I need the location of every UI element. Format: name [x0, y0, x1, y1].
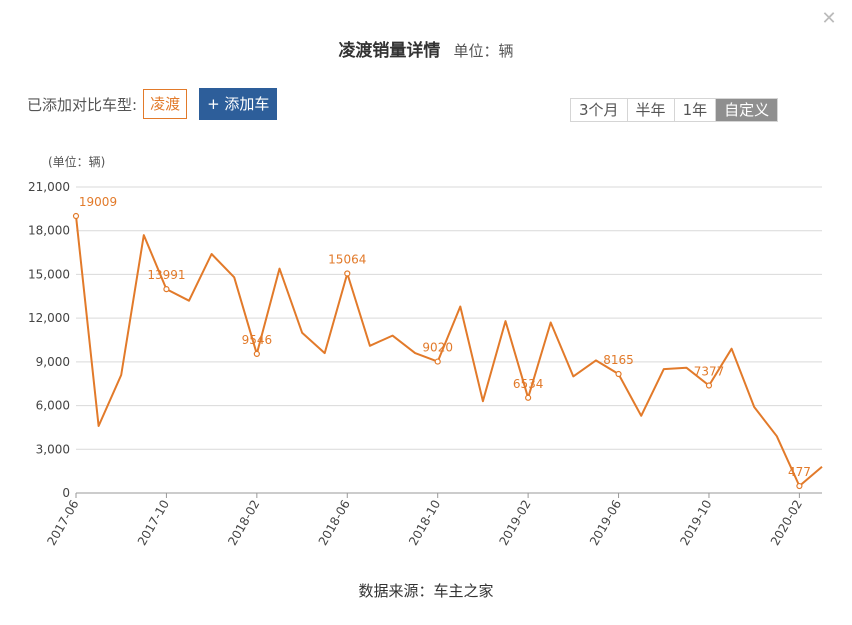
y-tick-label: 0 — [62, 486, 70, 500]
data-point[interactable] — [615, 370, 622, 378]
x-tick-label: 2018-02 — [225, 498, 262, 548]
data-label: 19009 — [79, 195, 117, 209]
data-point[interactable] — [705, 382, 713, 389]
data-point[interactable] — [344, 270, 351, 277]
data-source: 数据来源：车主之家 — [358, 582, 494, 600]
x-tick-label: 2018-06 — [316, 498, 353, 548]
y-tick-label: 21,000 — [28, 180, 70, 194]
time-range-selector: 3个月 半年 1年 自定义 — [570, 98, 779, 122]
range-half-year[interactable]: 半年 — [626, 99, 674, 121]
data-point[interactable] — [434, 358, 441, 365]
data-label: 6534 — [513, 377, 544, 391]
y-tick-label: 3,000 — [36, 442, 70, 456]
y-tick-label: 15,000 — [28, 267, 70, 281]
range-3-months[interactable]: 3个月 — [571, 99, 627, 121]
x-tick-label: 2020-02 — [768, 498, 805, 548]
x-tick-label: 2019-02 — [497, 498, 534, 548]
unit-label: 单位：辆 — [453, 42, 514, 60]
x-tick-label: 2018-10 — [406, 498, 443, 548]
sales-line-chart: (单位：辆) 0 3,000 6,000 9,000 12,000 15,000 18,000… — [28, 154, 823, 548]
y-axis-label: (单位：辆) — [48, 154, 105, 169]
range-1-year[interactable]: 1年 — [673, 99, 716, 121]
data-point[interactable] — [796, 482, 803, 490]
add-car-button[interactable]: + 添加车 — [199, 88, 278, 120]
close-icon[interactable]: ✕ — [821, 8, 837, 29]
y-tick-label: 12,000 — [28, 311, 70, 325]
data-point[interactable] — [163, 286, 170, 293]
data-point[interactable] — [525, 394, 532, 401]
range-custom[interactable]: 自定义 — [715, 99, 778, 121]
x-tick-label: 2019-10 — [677, 498, 714, 548]
series-line — [75, 215, 823, 487]
x-tick-label: 2019-06 — [587, 498, 624, 548]
title-row: 凌渡销量详情 单位：辆 — [0, 36, 852, 61]
data-label: 15064 — [328, 252, 366, 266]
compare-model-tag[interactable]: 凌渡 — [143, 89, 188, 119]
data-label: 477 — [788, 465, 811, 479]
compare-label: 已添加对比车型: — [27, 95, 138, 114]
data-label: 9546 — [242, 333, 273, 347]
compare-row: 已添加对比车型: 凌渡 + 添加车 — [27, 88, 278, 120]
data-label: 13991 — [147, 268, 185, 282]
x-tick-label: 2017-10 — [135, 498, 172, 548]
data-label: 9020 — [422, 341, 453, 355]
y-tick-label: 6,000 — [36, 399, 70, 413]
data-point[interactable] — [253, 350, 260, 358]
page-title: 凌渡销量详情 — [338, 41, 441, 61]
data-label: 8165 — [603, 353, 634, 367]
y-tick-label: 18,000 — [28, 224, 70, 238]
data-label: 7377 — [694, 365, 725, 379]
x-tick-label: 2017-06 — [44, 498, 81, 548]
data-point[interactable] — [72, 212, 80, 220]
y-tick-label: 9,000 — [36, 355, 70, 369]
